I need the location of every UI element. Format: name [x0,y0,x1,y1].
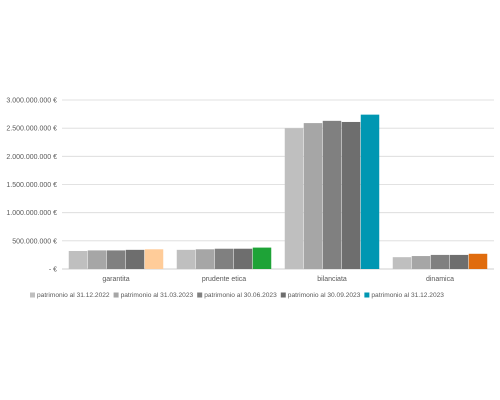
category-label: garantita [102,276,129,283]
bar [176,249,196,269]
bar [430,254,450,269]
gridlines [62,99,494,270]
legend-swatch [113,292,119,298]
legend-label: patrimonio al 31.12.2022 [37,292,110,299]
y-tick-label: 2.500.000.000 € [6,126,57,133]
x-axis-categories: garantita prudente etica bilanciata dinamic… [102,276,454,283]
legend-swatch [364,292,370,298]
bar [233,248,253,269]
y-tick-label: 3.000.000.000 € [6,98,57,105]
legend-swatch [30,292,35,298]
bar [468,253,488,269]
category-label: bilanciata [317,276,347,283]
bar [303,123,323,269]
bar [392,257,412,269]
bar [87,250,107,269]
y-tick-label: 2.000.000.000 € [6,154,57,161]
y-tick-label: 1.500.000.000 € [6,182,57,189]
bar [360,114,380,269]
legend-swatch [197,292,203,298]
bar [106,250,126,269]
bars [68,114,488,270]
category-label: dinamica [426,276,454,283]
legend-label: patrimonio al 31.12.2023 [371,292,444,299]
legend-label: patrimonio al 30.09.2023 [288,292,361,299]
bar [284,128,304,269]
legend-label: patrimonio al 31.03.2023 [121,292,194,299]
bar [322,120,342,270]
y-tick-label: 1.000.000.000 € [6,210,57,217]
bar [125,249,145,269]
category-label: prudente etica [202,276,246,283]
legend-label: patrimonio al 30.06.2023 [204,292,277,299]
legend-swatch [280,292,286,298]
bar [144,249,164,269]
bar [411,256,431,269]
y-axis-ticks: - € 500.000.000 € 1.000.000.000 € 1.500.000… [6,98,57,274]
bar [252,247,272,269]
bar [68,250,88,269]
y-tick-label: - € [49,267,57,274]
bar [214,248,234,269]
bar [449,254,469,269]
bar [195,249,215,269]
legend: patrimonio al 31.12.2022 patrimonio al 31… [30,292,444,299]
y-tick-label: 500.000.000 € [12,238,57,245]
bar [341,121,361,269]
